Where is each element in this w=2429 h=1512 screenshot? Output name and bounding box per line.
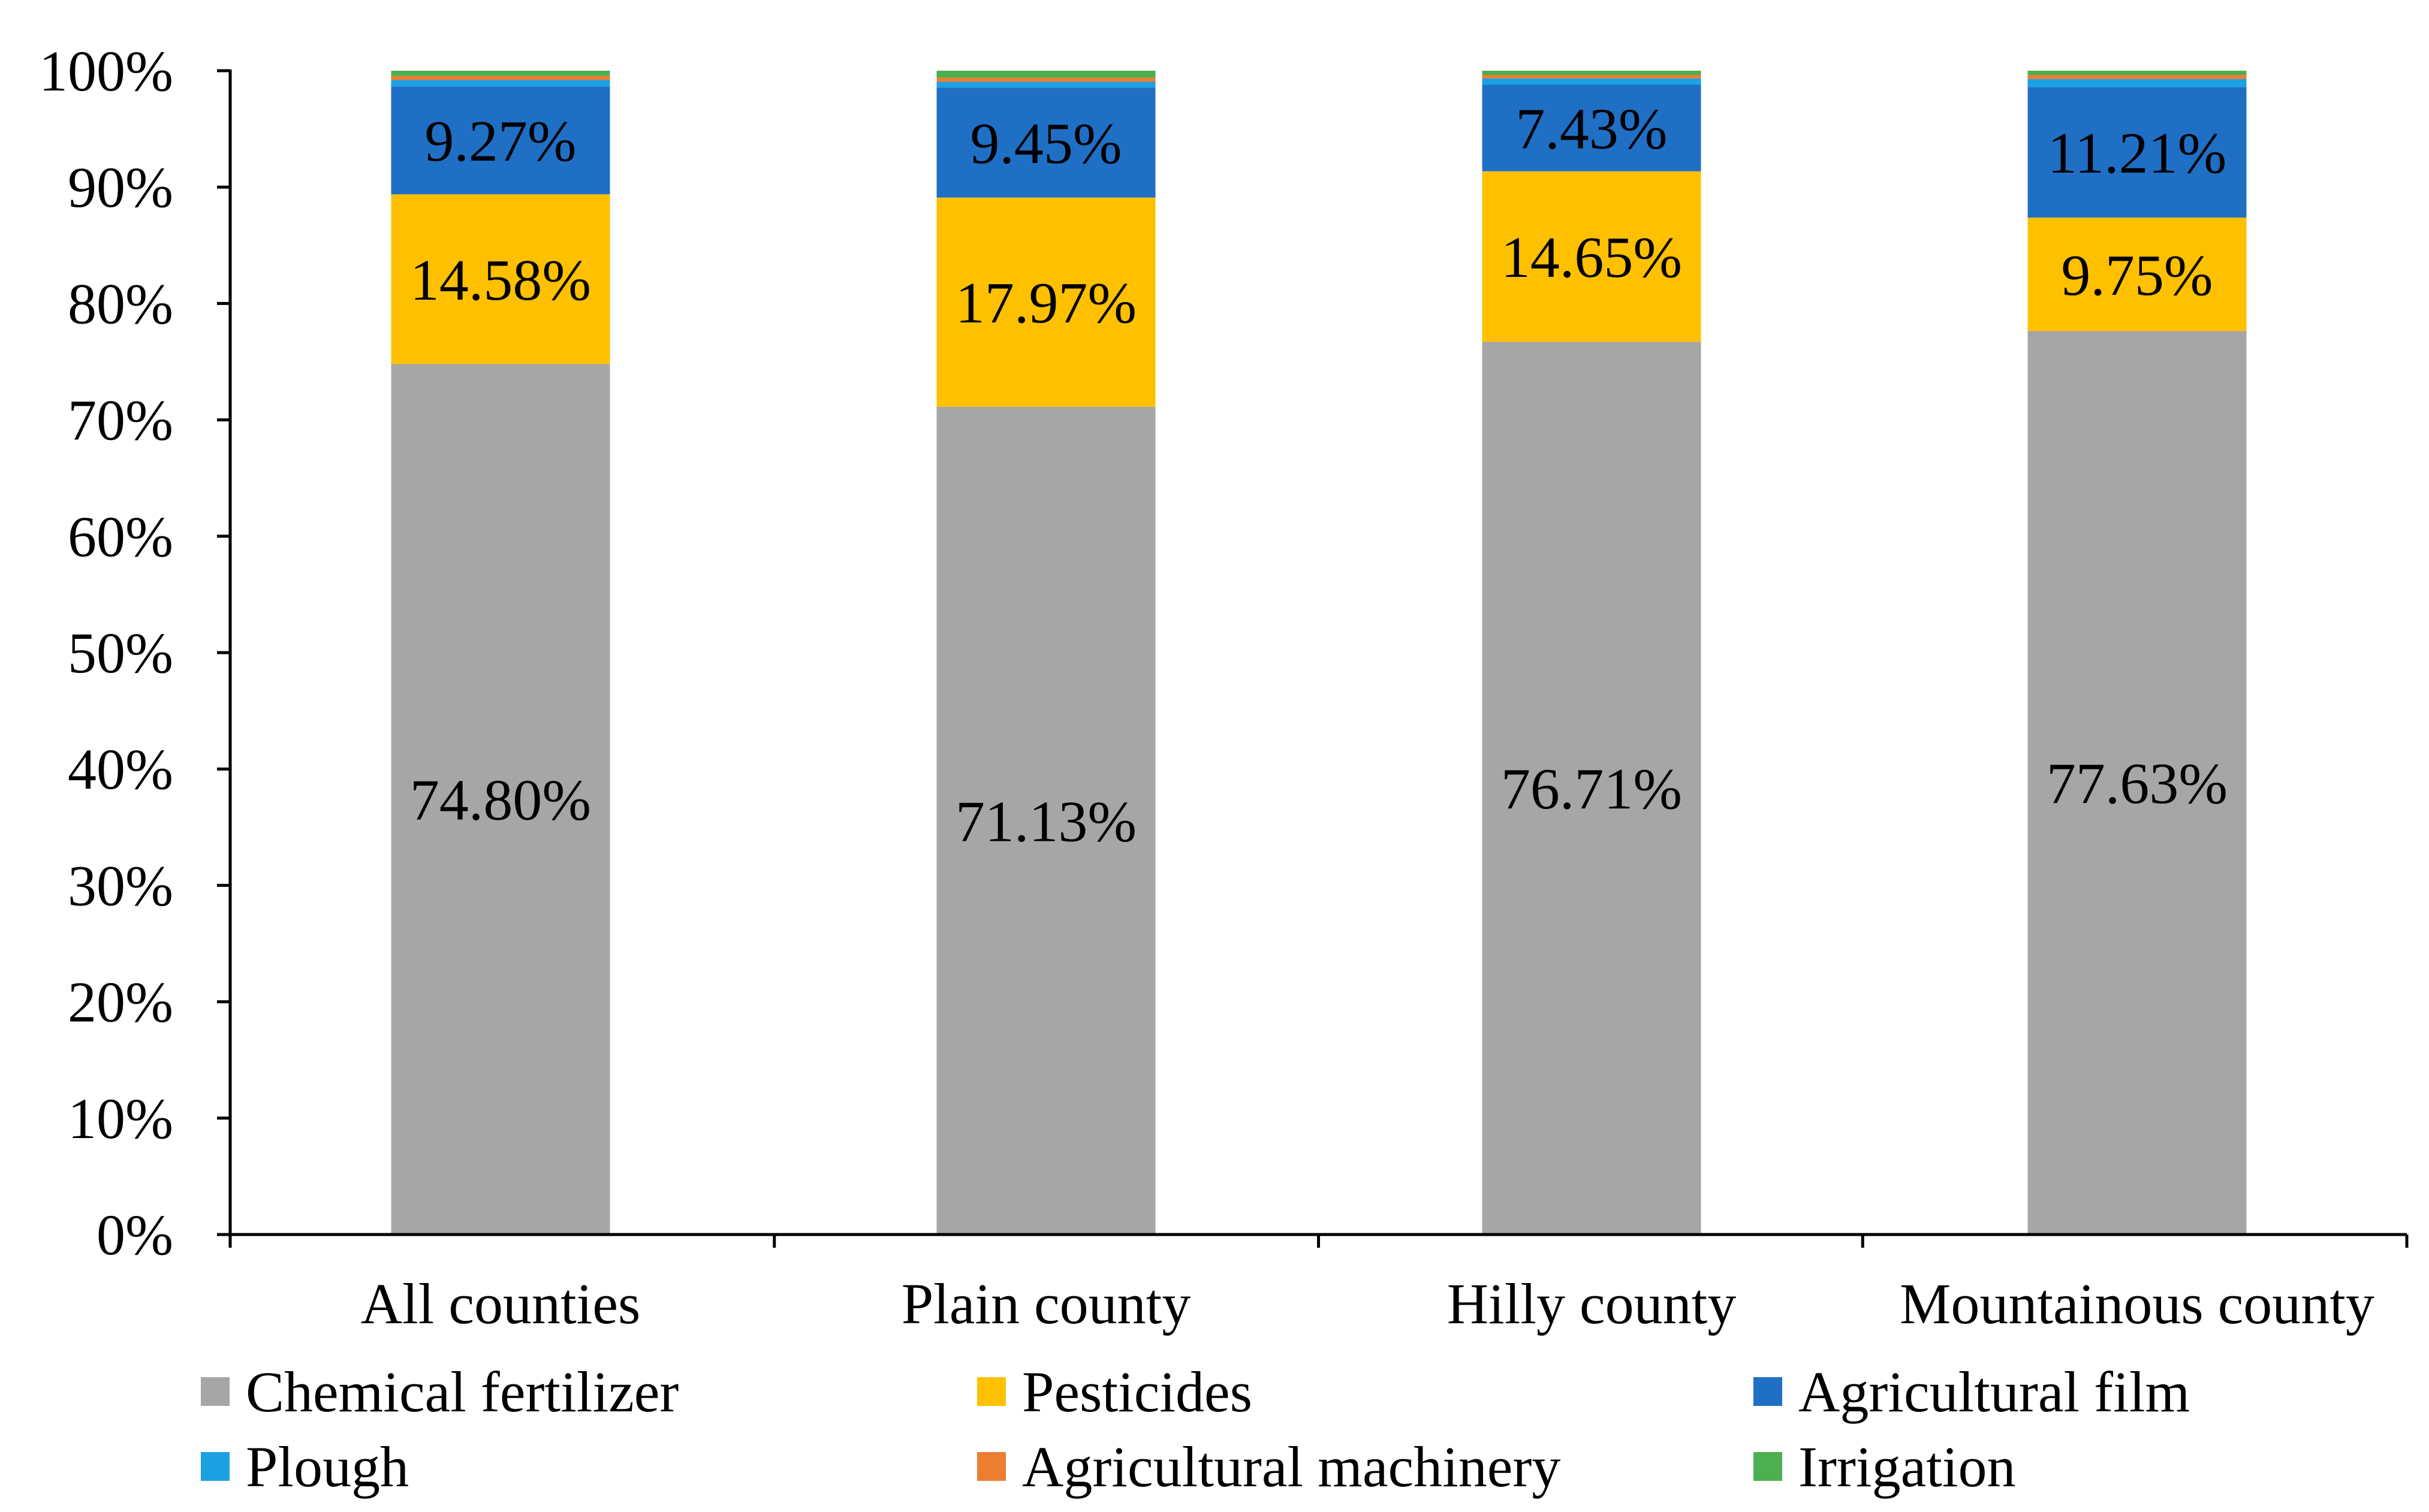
legend-swatch-4 — [977, 1452, 1006, 1481]
legend-swatch-0 — [201, 1377, 230, 1406]
bar-segment-0-3 — [2027, 331, 2247, 1235]
bar-segment-5-1 — [936, 71, 1156, 78]
bar-segment-4-1 — [936, 77, 1156, 82]
bar-segment-4-3 — [2027, 74, 2247, 79]
legend-label-2: Agricultural film — [1798, 1360, 2190, 1424]
data-label-2-3: 11.21% — [2048, 121, 2227, 186]
data-label-2-2: 7.43% — [1515, 97, 1667, 162]
bar-segment-0-1 — [936, 406, 1156, 1235]
data-label-0-3: 77.63% — [2047, 752, 2228, 816]
legend-label-1: Pesticides — [1022, 1360, 1252, 1424]
legend-label-5: Irrigation — [1798, 1435, 2016, 1499]
legend-swatch-3 — [201, 1452, 230, 1481]
y-tick-label-2: 20% — [68, 970, 173, 1034]
bar-segment-0-2 — [1482, 342, 1701, 1235]
y-tick-label-1: 10% — [68, 1087, 173, 1151]
bar-segment-3-3 — [2027, 79, 2247, 87]
bar-segment-1-3 — [2027, 218, 2247, 331]
bar-segment-3-2 — [1482, 78, 1701, 85]
bar-segment-0-0 — [391, 364, 610, 1235]
axes-group: 0% 10% 20% 30% 40% 50% 60% 70% 80% 90% 100% All cou… — [39, 39, 2409, 1336]
data-label-0-0: 74.80% — [410, 768, 591, 833]
legend-label-0: Chemical fertilizer — [246, 1360, 679, 1424]
y-tick-label-3: 30% — [68, 853, 173, 918]
bar-segment-3-1 — [936, 82, 1156, 88]
bar-segment-5-0 — [391, 71, 610, 76]
data-label-1-3: 9.75% — [2061, 243, 2213, 308]
legend-label-3: Plough — [246, 1435, 409, 1499]
legend-swatch-5 — [1753, 1452, 1782, 1481]
bar-segment-2-0 — [391, 86, 610, 195]
bar-segment-1-1 — [936, 197, 1156, 407]
data-label-0-1: 71.13% — [956, 789, 1137, 854]
y-tick-label-8: 80% — [68, 271, 173, 336]
legend-label-4: Agricultural machinery — [1022, 1435, 1560, 1499]
x-tick-label-2: Hilly county — [1447, 1272, 1737, 1336]
bar-segment-5-3 — [2027, 71, 2247, 75]
bar-segment-2-2 — [1482, 84, 1701, 171]
bar-segment-2-1 — [936, 87, 1156, 198]
legend: Chemical fertilizer Pesticides Agricultura… — [201, 1360, 2190, 1499]
data-label-1-2: 14.65% — [1501, 225, 1682, 290]
data-label-1-1: 17.97% — [956, 271, 1137, 336]
bar-segment-5-2 — [1482, 71, 1701, 75]
x-tick-label-1: Plain county — [902, 1272, 1191, 1336]
y-tick-label-7: 70% — [68, 388, 173, 452]
data-label-2-1: 9.45% — [970, 111, 1122, 176]
y-tick-label-9: 90% — [68, 155, 173, 219]
data-label-2-0: 9.27% — [424, 109, 576, 174]
y-tick-label-4: 40% — [68, 737, 173, 801]
legend-swatch-2 — [1753, 1377, 1782, 1406]
bar-segment-4-2 — [1482, 74, 1701, 79]
y-tick-label-10: 100% — [39, 39, 173, 103]
bars-group — [391, 71, 2247, 1235]
bar-segment-4-0 — [391, 76, 610, 80]
data-label-1-0: 14.58% — [410, 248, 591, 313]
x-tick-label-3: Mountainous county — [1900, 1272, 2374, 1336]
y-tick-label-5: 50% — [68, 621, 173, 685]
y-tick-label-0: 0% — [97, 1203, 173, 1267]
x-tick-label-0: All counties — [361, 1272, 641, 1336]
bar-segment-3-0 — [391, 80, 610, 87]
legend-swatch-1 — [977, 1377, 1006, 1406]
data-labels-group: 74.80% 14.58% 9.27% 71.13% 17.97% 9.45% 76.71%… — [410, 97, 2228, 855]
data-label-0-2: 76.71% — [1501, 757, 1682, 822]
y-tick-label-6: 60% — [68, 505, 173, 569]
bar-segment-1-2 — [1482, 171, 1701, 342]
bar-segment-1-0 — [391, 194, 610, 364]
bar-segment-2-3 — [2027, 87, 2247, 218]
